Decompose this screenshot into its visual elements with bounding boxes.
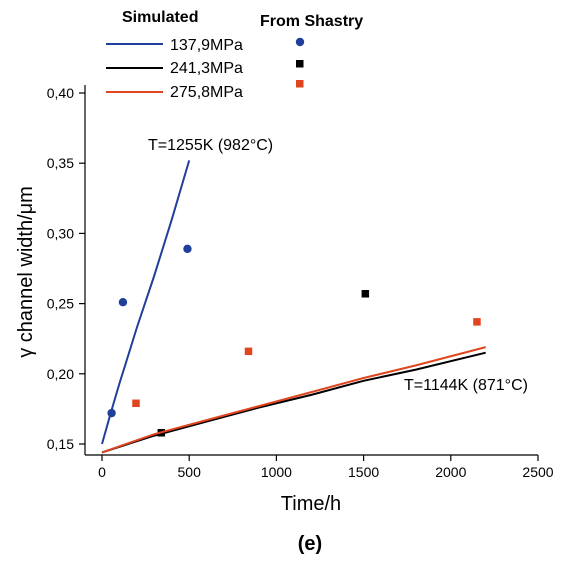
legend-marker-275-8 [296, 80, 304, 88]
annotation-t1255: T=1255K (982°C) [148, 137, 273, 154]
x-tick-label: 2000 [435, 464, 466, 480]
data-point-137-9mpa [107, 408, 116, 418]
series-line-137-9mpa [101, 160, 191, 445]
x-axis-label: Time/h [281, 493, 341, 515]
annotation-t1144: T=1144K (871°C) [404, 377, 528, 394]
legend-marker-137-9 [295, 37, 305, 47]
y-tick-label: 0,20 [47, 366, 74, 382]
legend-marker-241-3 [296, 60, 304, 68]
legend-label-275-8: 275,8MPa [170, 84, 243, 101]
data-point-275-8mpa [132, 399, 140, 408]
legend-title-simulated: Simulated [122, 9, 198, 26]
legend: Simulated From Shastry 137,9MPa 241,3MPa… [106, 9, 363, 101]
legend-label-241-3: 241,3MPa [170, 60, 243, 77]
data-point-275-8mpa [244, 347, 253, 356]
data-point-137-9mpa [183, 244, 192, 254]
y-tick-label: 0,40 [47, 85, 74, 101]
subplot-label: (e) [298, 533, 322, 555]
x-tick-label: 1000 [261, 464, 292, 480]
y-tick-label: 0,35 [47, 155, 74, 171]
series-layer [101, 160, 486, 454]
series-line-275-8mpa [101, 346, 486, 454]
series-line-241-3mpa [101, 351, 486, 454]
y-axis-label: γ channel width/μm [15, 186, 37, 358]
data-point-275-8mpa [473, 318, 481, 326]
data-point-241-3mpa [361, 290, 370, 298]
y-tick-label: 0,25 [47, 296, 74, 312]
data-point-137-9mpa [118, 297, 128, 307]
x-tick-label: 500 [178, 464, 202, 480]
ticks: 0 500 1000 1500 2000 2500 0,15 0,20 0,25 0,30 0,35… [47, 85, 554, 480]
axes [84, 85, 538, 456]
legend-label-137-9: 137,9MPa [170, 37, 243, 54]
x-tick-label: 0 [98, 464, 106, 480]
y-tick-label: 0,15 [47, 436, 74, 452]
legend-title-observed: From Shastry [260, 13, 363, 30]
y-tick-label: 0,30 [47, 225, 74, 241]
x-tick-label: 1500 [348, 464, 379, 480]
x-tick-label: 2500 [522, 464, 553, 480]
